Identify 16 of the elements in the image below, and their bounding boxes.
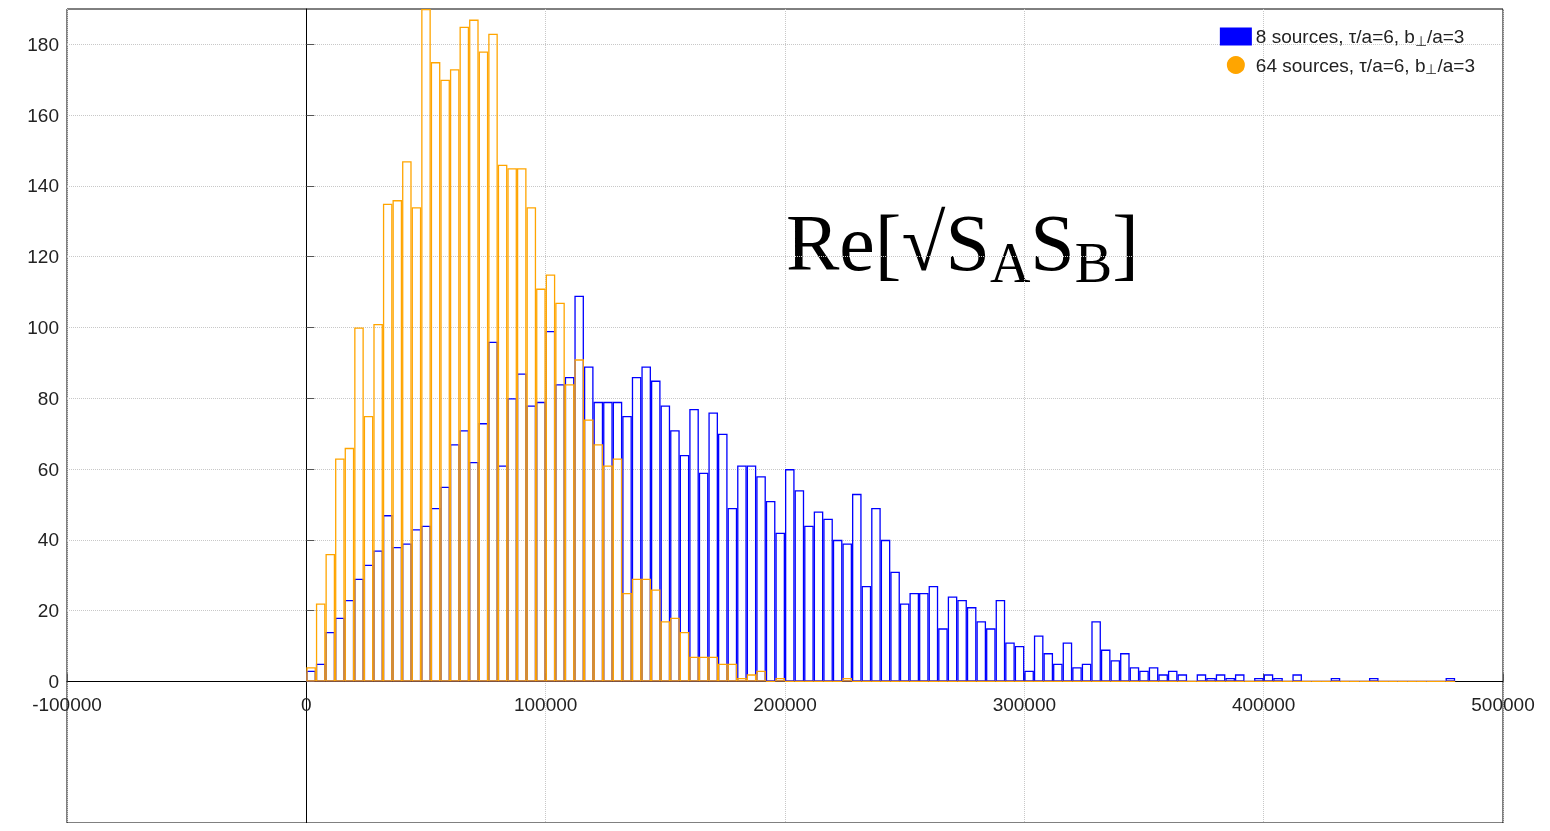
y-tick-label: 0 xyxy=(48,670,59,692)
y-tick-label: 180 xyxy=(27,33,59,55)
y-tick-label: 40 xyxy=(37,529,59,551)
x-tick-label: 300000 xyxy=(992,694,1057,716)
y-tick-label: 20 xyxy=(37,600,59,622)
legend-label: 8 sources, τ/a=6, b⊥/a=3 xyxy=(1255,26,1465,49)
y-tick-label: 140 xyxy=(27,175,59,197)
x-tick-label: 400000 xyxy=(1231,694,1296,716)
y-tick-label: 120 xyxy=(27,246,59,268)
legend-label: 64 sources, τ/a=6, b⊥/a=3 xyxy=(1255,54,1476,77)
y-tick-label: 160 xyxy=(27,104,59,126)
y-tick-label: 80 xyxy=(37,387,59,409)
x-tick-label: 100000 xyxy=(513,694,578,716)
y-tick-label: 100 xyxy=(27,317,59,339)
x-tick-label: 200000 xyxy=(753,694,817,716)
y-tick-label: 60 xyxy=(37,458,59,480)
